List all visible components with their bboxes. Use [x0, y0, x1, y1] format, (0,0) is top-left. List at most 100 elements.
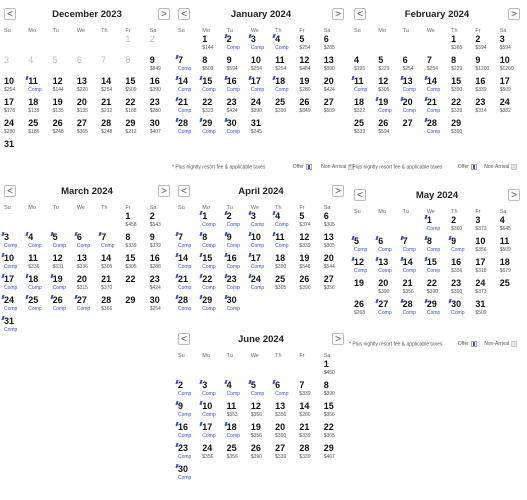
- day-cell[interactable]: 7 $339: [297, 380, 321, 401]
- day-cell[interactable]: 10 Comp: [248, 232, 273, 253]
- day-cell[interactable]: 4 Comp: [224, 380, 249, 401]
- day-cell[interactable]: 28 $339: [297, 443, 321, 464]
- day-cell[interactable]: 23 Comp: [175, 443, 200, 464]
- day-cell[interactable]: 11 Comp: [351, 76, 376, 97]
- day-cell[interactable]: 21 Comp: [175, 97, 200, 118]
- day-cell[interactable]: 15 Comp: [199, 76, 224, 97]
- day-cell[interactable]: 9 Comp: [175, 401, 200, 422]
- day-cell[interactable]: 6 Comp: [74, 232, 99, 253]
- day-cell[interactable]: 20 $424: [322, 76, 346, 97]
- day-cell[interactable]: 27 $339: [273, 443, 297, 464]
- day-cell[interactable]: 22 Comp: [199, 274, 224, 295]
- day-cell[interactable]: 5 Comp: [248, 380, 273, 401]
- day-cell[interactable]: 19 Comp: [50, 274, 75, 295]
- day-cell[interactable]: 20 $544: [322, 253, 346, 274]
- day-cell[interactable]: 12 $144: [51, 76, 75, 97]
- next-month-button[interactable]: >: [332, 185, 344, 197]
- day-cell[interactable]: 20 $135: [75, 97, 99, 118]
- day-cell[interactable]: 16 $339: [473, 76, 497, 97]
- day-cell[interactable]: 18 Comp: [25, 274, 50, 295]
- day-cell[interactable]: 31: [2, 139, 26, 160]
- day-cell[interactable]: 10 Comp: [1, 253, 26, 274]
- day-cell[interactable]: 3 $594: [498, 34, 522, 55]
- day-cell[interactable]: 3 Comp: [248, 211, 273, 232]
- day-cell[interactable]: 29 Comp: [424, 299, 449, 320]
- day-cell[interactable]: 24 $373: [473, 278, 497, 299]
- day-cell[interactable]: 27 Comp: [74, 295, 99, 316]
- day-cell[interactable]: 31 $509: [473, 299, 497, 320]
- day-cell[interactable]: 28 Comp: [400, 299, 425, 320]
- prev-month-button[interactable]: <: [178, 185, 190, 197]
- day-cell[interactable]: 2 $543: [148, 211, 172, 232]
- day-cell[interactable]: 16 Comp: [175, 422, 200, 443]
- day-cell[interactable]: 26 $390: [297, 274, 321, 295]
- day-cell[interactable]: 8 Comp: [424, 236, 449, 257]
- day-cell[interactable]: 5 Comp: [50, 232, 75, 253]
- day-cell[interactable]: 13 Comp: [400, 76, 425, 97]
- day-cell[interactable]: 26 $849: [297, 97, 321, 118]
- day-cell[interactable]: 25 $356: [225, 443, 249, 464]
- day-cell[interactable]: 18 Comp: [272, 76, 297, 97]
- day-cell[interactable]: 8 Comp: [199, 232, 224, 253]
- day-cell[interactable]: 9 Comp: [448, 236, 473, 257]
- day-cell[interactable]: 23 $390: [449, 278, 473, 299]
- day-cell[interactable]: 1 $365: [449, 34, 473, 55]
- day-cell[interactable]: 10 Comp: [199, 401, 224, 422]
- day-cell[interactable]: 11 $509: [498, 236, 522, 257]
- day-cell[interactable]: 12 $305: [376, 76, 400, 97]
- day-cell[interactable]: 31 $245: [249, 118, 273, 139]
- day-cell[interactable]: 21 $339: [297, 422, 321, 443]
- prev-month-button[interactable]: <: [4, 185, 16, 197]
- day-cell[interactable]: 24 $390: [249, 97, 273, 118]
- day-cell[interactable]: 23 $314: [473, 97, 497, 118]
- day-cell[interactable]: 22 $339: [449, 97, 473, 118]
- prev-month-button[interactable]: <: [354, 189, 366, 201]
- day-cell[interactable]: 6 $254: [401, 55, 425, 76]
- day-cell[interactable]: 29: [123, 295, 147, 316]
- day-cell[interactable]: 25 Comp: [25, 295, 50, 316]
- day-cell[interactable]: 9 $339: [148, 232, 172, 253]
- day-cell[interactable]: 5 $229: [376, 55, 400, 76]
- day-cell[interactable]: 15 $305: [123, 253, 147, 274]
- day-cell[interactable]: 25 $339: [352, 118, 376, 139]
- day-cell[interactable]: 5 $374: [297, 211, 321, 232]
- day-cell[interactable]: 10 $254: [2, 76, 26, 97]
- day-cell[interactable]: 6 $285: [322, 34, 346, 55]
- day-cell[interactable]: 8 $339: [123, 232, 147, 253]
- day-cell[interactable]: 2 Comp: [224, 211, 249, 232]
- day-cell[interactable]: 15 Comp: [199, 253, 224, 274]
- day-cell[interactable]: 22 $365: [322, 422, 346, 443]
- day-cell[interactable]: 12 $356: [249, 401, 273, 422]
- prev-month-button[interactable]: <: [178, 8, 190, 20]
- day-cell[interactable]: 7 Comp: [98, 232, 123, 253]
- day-cell[interactable]: 24 $356: [200, 443, 224, 464]
- day-cell[interactable]: 1 $144: [200, 34, 224, 55]
- day-cell[interactable]: 27 Comp: [375, 299, 400, 320]
- day-cell[interactable]: 13 Comp: [375, 257, 400, 278]
- day-cell[interactable]: 2 $360: [449, 215, 473, 236]
- day-cell[interactable]: 12 $484: [297, 55, 321, 76]
- day-cell[interactable]: 3 Comp: [1, 232, 26, 253]
- day-cell[interactable]: 17 Comp: [199, 422, 224, 443]
- next-month-button[interactable]: >: [508, 189, 520, 201]
- next-month-button[interactable]: >: [158, 8, 170, 20]
- day-cell[interactable]: 11 $254: [273, 55, 297, 76]
- next-month-button[interactable]: >: [332, 333, 344, 345]
- day-cell[interactable]: 1 $450: [322, 359, 346, 380]
- day-cell[interactable]: 12 Comp: [351, 257, 376, 278]
- day-cell[interactable]: 2 $594: [473, 34, 497, 55]
- day-cell[interactable]: 8 $509: [200, 55, 224, 76]
- day-cell[interactable]: 16 Comp: [224, 253, 249, 274]
- day-cell[interactable]: 4 Comp: [272, 211, 297, 232]
- day-cell[interactable]: 21 $212: [99, 97, 123, 118]
- day-cell[interactable]: 19 $548: [297, 253, 321, 274]
- day-cell[interactable]: 14 Comp: [175, 253, 200, 274]
- day-cell[interactable]: 29 $390: [449, 118, 473, 139]
- day-cell[interactable]: 7 Comp: [400, 236, 425, 257]
- day-cell[interactable]: 30 Comp: [224, 118, 249, 139]
- prev-month-button[interactable]: <: [178, 333, 190, 345]
- day-cell[interactable]: 22: [123, 274, 147, 295]
- day-cell[interactable]: 23 $424: [148, 274, 172, 295]
- day-cell[interactable]: 18 $322: [352, 97, 376, 118]
- day-cell[interactable]: 25 $305: [273, 274, 297, 295]
